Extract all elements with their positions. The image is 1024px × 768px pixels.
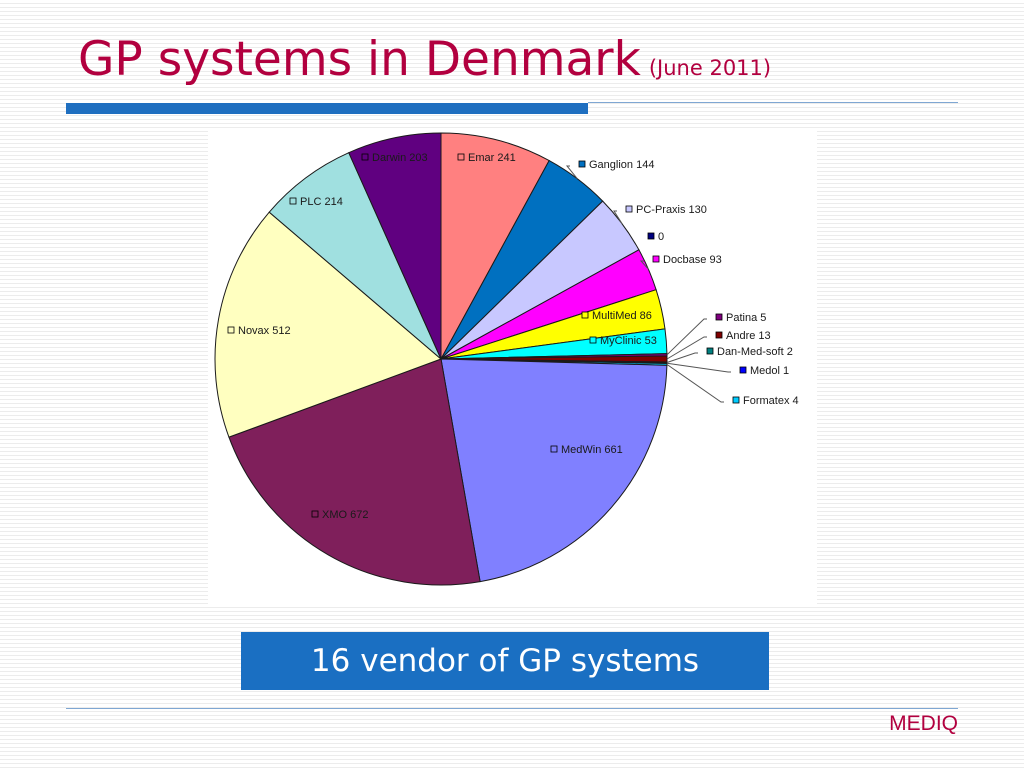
leader-line-patina (666, 318, 707, 356)
slice-label-medwin: MedWin 661 (561, 444, 623, 456)
legend-key-andre (715, 331, 723, 339)
legend-key-ganglion (578, 160, 586, 168)
pie-slice-medwin (440, 358, 668, 583)
pie-labels: Emar 241 Ganglion 144 PC-Praxis 130 0 Docbas… (227, 152, 799, 521)
pie-label-pc-praxis: PC-Praxis 130 (613, 204, 707, 225)
title-underline-thick (66, 103, 588, 114)
pie-slice-emar (440, 132, 550, 360)
pie-chart: Emar 241 Ganglion 144 PC-Praxis 130 0 Docbas… (214, 132, 799, 586)
pie-slice-novax (214, 211, 442, 438)
pie-label-multimed: MultiMed 86 (581, 310, 652, 322)
legend-key-docbase (652, 255, 660, 263)
pie-label-emar: Emar 241 (457, 152, 516, 164)
legend-key-empty (647, 232, 655, 240)
leader-line-formatex (666, 363, 724, 403)
leader-line-ganglion (565, 165, 578, 180)
pie-slice-xmo (228, 358, 481, 586)
slice-label-empty: 0 (658, 231, 664, 243)
pie-label-formatex: Formatex 4 (666, 363, 799, 407)
pie-label-medol: Medol 1 (666, 362, 789, 377)
pie-label-dan-med-soft: Dan-Med-soft 2 (666, 346, 793, 363)
legend-key-medwin (550, 445, 558, 453)
legend-key-darwin (361, 153, 369, 161)
slice-label-formatex: Formatex 4 (743, 395, 799, 407)
pie-label-docbase: Docbase 93 (639, 254, 722, 270)
pie-label-patina: Patina 5 (666, 312, 766, 356)
pie-label-plc: PLC 214 (289, 196, 343, 208)
slice-label-darwin: Darwin 203 (372, 152, 428, 164)
legend-key-dan-med-soft (706, 347, 714, 355)
legend-key-myclinic (589, 336, 597, 344)
pie-slice-darwin (348, 132, 442, 360)
brand-logo-text: MEDIQ (889, 712, 958, 735)
slide-title: GP systems in Denmark (June 2011) (78, 36, 771, 83)
leader-line-dan-med-soft (666, 352, 698, 363)
leader-line-andre (666, 336, 707, 360)
legend-key-formatex (732, 396, 740, 404)
slice-label-plc: PLC 214 (300, 196, 343, 208)
leader-line-medol (666, 362, 731, 373)
pie-label-medwin: MedWin 661 (550, 444, 623, 456)
legend-key-xmo (311, 510, 319, 518)
slice-label-pc-praxis: PC-Praxis 130 (636, 204, 707, 216)
slice-label-dan-med-soft: Dan-Med-soft 2 (717, 346, 793, 358)
slice-label-patina: Patina 5 (726, 312, 766, 324)
slice-label-docbase: Docbase 93 (663, 254, 722, 266)
pie-label-xmo: XMO 672 (311, 509, 368, 521)
slice-label-ganglion: Ganglion 144 (589, 159, 654, 171)
legend-key-pc-praxis (625, 205, 633, 213)
chart-panel: Emar 241 Ganglion 144 PC-Praxis 130 0 Docbas… (208, 130, 817, 607)
legend-key-novax (227, 326, 235, 334)
slice-label-emar: Emar 241 (468, 152, 516, 164)
pie-label-novax: Novax 512 (227, 325, 291, 337)
legend-key-medol (739, 366, 747, 374)
pie-label-myclinic: MyClinic 53 (589, 335, 657, 347)
legend-key-plc (289, 197, 297, 205)
slice-label-medol: Medol 1 (750, 365, 789, 377)
slice-label-xmo: XMO 672 (322, 509, 368, 521)
slide-title-text: GP systems in Denmark (78, 32, 641, 87)
leader-line-pc-praxis (613, 210, 623, 225)
pie-slices (214, 132, 668, 586)
slice-label-multimed: MultiMed 86 (592, 310, 652, 322)
pie-label-empty: 0 (647, 231, 664, 243)
pie-label-darwin: Darwin 203 (361, 152, 428, 164)
slice-label-myclinic: MyClinic 53 (600, 335, 657, 347)
slice-label-andre: Andre 13 (726, 330, 771, 342)
title-underline-thin (588, 102, 958, 103)
pie-label-andre: Andre 13 (666, 330, 771, 360)
vendor-count-banner: 16 vendor of GP systems (241, 632, 769, 690)
pie-label-ganglion: Ganglion 144 (565, 159, 654, 180)
footer-divider (66, 708, 958, 709)
legend-key-patina (715, 313, 723, 321)
leader-line-docbase (639, 260, 649, 270)
legend-key-multimed (581, 311, 589, 319)
slide-subtitle: (June 2011) (648, 56, 772, 80)
slice-label-novax: Novax 512 (238, 325, 291, 337)
legend-key-emar (457, 153, 465, 161)
